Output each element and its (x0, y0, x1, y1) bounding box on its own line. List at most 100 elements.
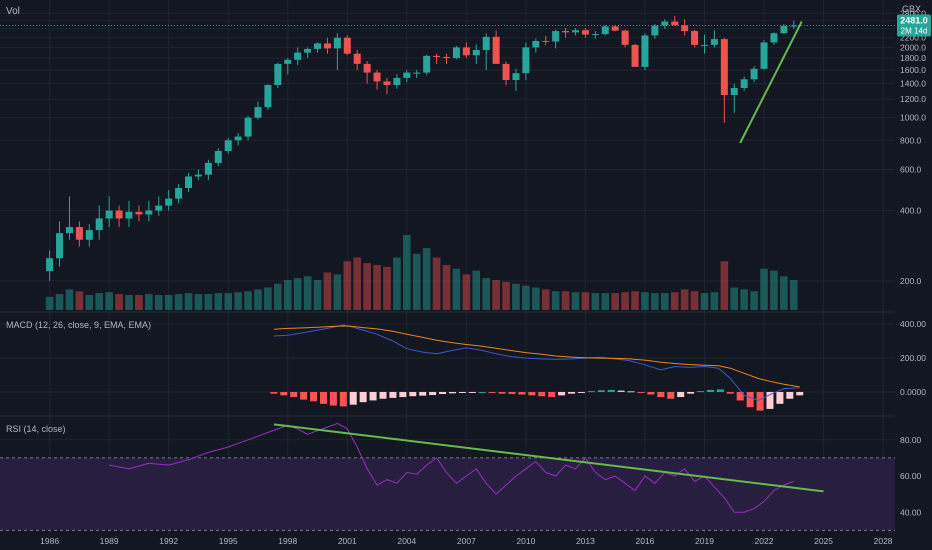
candle-body (323, 43, 331, 49)
price-tick-label: 1000.0 (900, 113, 926, 123)
macd-pane[interactable]: MACD (12, 26, close, 9, EMA, EMA) (0, 311, 895, 411)
volume-bar (55, 294, 64, 310)
volume-bar (214, 293, 223, 310)
bar-countdown: 2M 14d (901, 27, 928, 36)
macd-histogram-bar (786, 391, 794, 399)
candle-body (532, 41, 540, 48)
macd-histogram-bar (687, 391, 695, 394)
time-tick-label: 2016 (635, 536, 654, 546)
volume-bar (313, 280, 322, 310)
candle-body (185, 176, 193, 188)
price-tick-label: 2800.0 (900, 8, 926, 18)
volume-bar (700, 293, 709, 310)
candle-body (482, 36, 490, 50)
last-price-badge: 2481.0 2M 14d (897, 14, 931, 37)
volume-bar (283, 280, 292, 310)
macd-histogram-bar (339, 391, 347, 407)
volume-bar (383, 266, 391, 310)
price-pane[interactable]: Vol GBX (0, 4, 921, 310)
macd-histogram-bar (548, 391, 556, 398)
price-tick-label: 200.0 (900, 276, 922, 286)
volume-bar (234, 292, 242, 310)
volume-bar (462, 274, 471, 310)
macd-histogram-bar (558, 391, 566, 396)
candle-body (770, 33, 778, 43)
candle-body (373, 72, 381, 82)
macd-histogram-bar (329, 391, 337, 406)
macd-histogram-bar (280, 391, 288, 396)
candle-body (611, 26, 619, 31)
candle-body (294, 52, 302, 60)
candle-body (75, 227, 83, 240)
volume-bar (740, 289, 748, 310)
macd-histogram-bar (607, 389, 615, 392)
macd-histogram-bar (369, 391, 377, 401)
macd-histogram-bar (667, 391, 675, 399)
candle-body (631, 44, 639, 67)
volume-bar (373, 265, 381, 310)
macd-histogram (270, 389, 804, 411)
candle-body (591, 34, 599, 36)
macd-histogram-bar (528, 391, 536, 396)
macd-tick-label: 200.00 (900, 353, 926, 363)
time-tick-label: 1998 (278, 536, 297, 546)
volume-bar (343, 261, 352, 310)
candle-body (363, 63, 371, 73)
volume-bar (760, 268, 768, 310)
rsi-trendline[interactable] (273, 423, 824, 493)
macd-histogram-bar (508, 391, 516, 394)
candle-body (443, 56, 451, 59)
candle-body (730, 88, 738, 96)
volume-bar (641, 292, 649, 310)
macd-histogram-bar (568, 391, 576, 394)
volume-bar (472, 270, 481, 310)
macd-histogram-bar (796, 391, 804, 396)
candle-body (65, 227, 73, 234)
volume-bar (482, 278, 490, 310)
volume-bar (403, 235, 411, 310)
candle-body (621, 30, 629, 45)
grid-lines (0, 0, 895, 534)
candle-body (85, 230, 93, 240)
candle-body (740, 79, 748, 89)
volume-bar (393, 257, 401, 310)
volume-bar (492, 280, 500, 310)
macd-histogram-bar (448, 391, 456, 394)
candle-body (492, 36, 500, 64)
macd-histogram-bar (478, 391, 486, 393)
rsi-pane[interactable]: RSI (14, close) (0, 415, 895, 531)
macd-histogram-bar (776, 391, 784, 404)
macd-histogram-bar (518, 391, 526, 395)
candle-body (462, 47, 470, 56)
volume-bar (333, 274, 342, 310)
rsi-axis[interactable]: 40.00 60.00 80.00 (900, 435, 922, 518)
candle-body (700, 44, 708, 46)
volume-bar (601, 293, 610, 310)
time-axis[interactable]: 1986 1989 1992 1995 1998 2001 2004 2007 2010 2013… (40, 536, 893, 546)
candle-body (780, 26, 788, 34)
candle-body (105, 210, 113, 219)
price-tick-label: 800.0 (900, 135, 922, 145)
candle-body (155, 205, 163, 211)
macd-tick-label: 400.00 (900, 319, 926, 329)
candle-body (512, 73, 520, 81)
volume-bar (571, 292, 580, 310)
candle-body (383, 81, 391, 86)
volume-bar (135, 295, 143, 310)
volume-bar (789, 280, 798, 310)
macd-histogram-bar (766, 391, 774, 409)
volume-bar (780, 276, 788, 310)
candle-body (760, 42, 768, 69)
last-price-value: 2481.0 (900, 16, 928, 26)
macd-histogram-bar (577, 391, 585, 393)
volume-bar (244, 291, 252, 310)
price-trendline[interactable] (739, 21, 803, 144)
candle-body (433, 55, 441, 57)
candle-body (274, 63, 282, 86)
candle-body (601, 26, 609, 35)
macd-histogram-bar (439, 391, 447, 394)
time-tick-label: 2007 (457, 536, 476, 546)
macd-axis[interactable]: 0.0000 200.00 400.00 (900, 319, 926, 397)
price-tick-label: 400.0 (900, 206, 922, 216)
